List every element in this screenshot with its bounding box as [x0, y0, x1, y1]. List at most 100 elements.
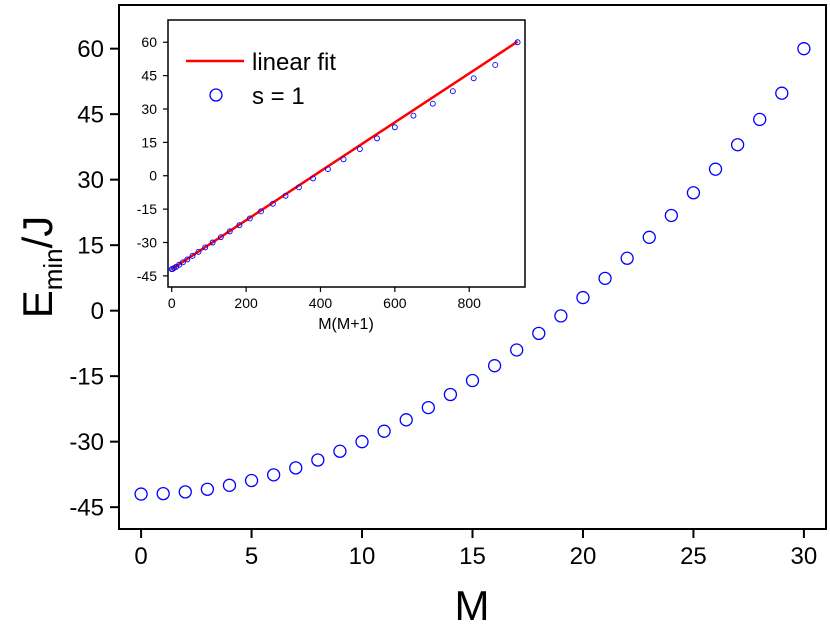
main-x-tick-label: 15: [459, 543, 486, 570]
inset-x-tick-label: 0: [168, 295, 176, 311]
main-data-point: [289, 461, 303, 475]
inset-data-point: [258, 208, 264, 215]
inset-x-tick-label: 200: [234, 295, 258, 311]
inset-data-point: [217, 234, 224, 241]
inset-y-tick-label: -30: [137, 234, 157, 250]
main-y-tick-label: 60: [77, 36, 104, 63]
inset-data-point: [179, 259, 186, 266]
inset-legend: linear fit s = 1: [186, 49, 336, 110]
y-label-main: E: [14, 290, 61, 318]
inset-data-point: [295, 184, 302, 191]
main-data-point: [443, 387, 458, 402]
inset-y-tick-label: 60: [141, 34, 157, 50]
main-ticks: 0 5 10 15 20 25 30 -45 -30 -15 0 15 30 45 60: [69, 36, 817, 570]
main-data-point: [311, 453, 325, 467]
inset-data-point: [324, 166, 331, 173]
main-plot: 0 5 10 15 20 25 30 -45 -30 -15 0 15 30 45 60 M Emin/J: [14, 4, 827, 629]
inset-series: [168, 39, 521, 273]
main-y-axis-label: Emin/J: [14, 216, 68, 319]
main-x-tick-label: 10: [349, 543, 376, 570]
inset-data-point: [374, 135, 380, 142]
inset-data-point: [189, 252, 196, 259]
main-data-point: [267, 468, 281, 482]
main-data-point: [200, 482, 215, 496]
main-x-tick-label: 25: [680, 543, 707, 570]
main-data-point: [620, 251, 634, 265]
inset-data-point: [195, 248, 202, 255]
main-data-point: [222, 478, 237, 492]
inset-y-tick-label: 30: [141, 101, 157, 117]
svg-text:Emin/J: Emin/J: [14, 216, 68, 319]
inset-data-point: [449, 88, 456, 95]
inset-x-tick-label: 600: [383, 295, 407, 311]
main-y-tick-label: -15: [69, 364, 104, 391]
main-data-point: [421, 400, 435, 415]
inset-linear-fit-line: [171, 40, 519, 271]
inset-y-tick-label: -15: [137, 201, 157, 217]
legend-label-linear-fit: linear fit: [252, 49, 336, 76]
inset-data-point: [514, 39, 521, 46]
inset-y-tick-label: 15: [141, 134, 157, 150]
y-label-tail: /J: [14, 216, 61, 249]
inset-x-axis-label: M(M+1): [318, 316, 374, 333]
main-y-tick-label: -30: [69, 429, 104, 456]
main-data-point: [510, 343, 524, 357]
inset-data-point: [184, 256, 191, 263]
inset-data-point: [282, 192, 289, 199]
inset-data-point: [202, 244, 209, 251]
main-data-point: [642, 230, 656, 244]
legend-label-s-1: s = 1: [252, 83, 305, 110]
main-data-point: [156, 486, 170, 501]
inset-ticks: 0 200 400 600 800 -45 -30 -15 0 15 30 45 60: [137, 34, 481, 311]
main-data-point: [576, 290, 590, 305]
main-y-tick-label: -45: [69, 495, 104, 522]
main-data-point: [708, 162, 723, 176]
inset-data-point: [246, 215, 253, 222]
inset-data-point: [391, 124, 398, 131]
main-x-axis-label: M: [455, 582, 490, 629]
inset-data-point: [492, 61, 499, 68]
main-x-tick-label: 30: [791, 543, 818, 570]
main-data-point: [532, 326, 546, 341]
main-x-tick-label: 0: [134, 543, 147, 570]
main-data-point: [730, 138, 745, 152]
inset-x-tick-label: 400: [309, 295, 333, 311]
inset-data-point: [209, 239, 216, 246]
inset-x-tick-label: 800: [458, 295, 482, 311]
inset-y-tick-label: -45: [137, 268, 157, 284]
main-x-tick-label: 20: [570, 543, 597, 570]
main-data-point: [134, 487, 148, 501]
main-data-point: [598, 271, 612, 286]
main-data-point: [178, 485, 192, 499]
inset-data-point: [269, 200, 276, 207]
main-data-point: [797, 42, 811, 56]
main-data-point: [244, 473, 259, 488]
inset-data-point: [356, 146, 363, 153]
inset-data-point: [340, 156, 347, 163]
inset-data-point: [470, 75, 477, 82]
inset-data-point: [173, 263, 180, 270]
inset-plot: 0 200 400 600 800 -45 -30 -15 0 15 30 45 60 M(M+1) l…: [137, 19, 526, 333]
main-y-tick-label: 45: [77, 102, 104, 129]
main-data-point: [664, 208, 678, 223]
inset-y-tick-label: 0: [149, 168, 157, 184]
main-data-point: [399, 413, 413, 427]
main-data-point: [465, 373, 480, 388]
main-y-tick-label: 0: [91, 298, 104, 325]
main-y-tick-label: 15: [77, 233, 104, 260]
main-data-point: [333, 444, 347, 458]
inset-data-point: [410, 112, 417, 119]
main-data-point: [355, 435, 369, 449]
main-data-point: [753, 112, 767, 127]
main-data-point: [686, 186, 701, 200]
legend-circle-swatch: [209, 88, 223, 102]
main-points: [134, 42, 811, 501]
inset-data-point: [429, 100, 436, 107]
main-data-point: [377, 424, 391, 438]
main-x-tick-label: 5: [245, 543, 258, 570]
main-y-tick-label: 30: [77, 167, 104, 194]
inset-data-point: [236, 222, 243, 229]
main-data-point: [487, 359, 502, 373]
y-label-subscript: min: [38, 248, 68, 290]
